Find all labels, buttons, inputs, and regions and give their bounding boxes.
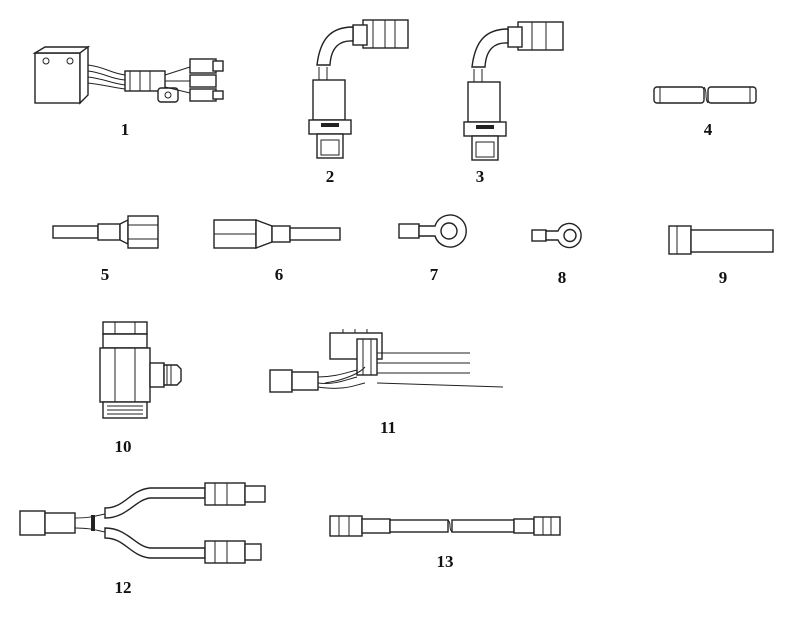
part-9-sleeve [668, 225, 774, 255]
part-2-socket-harness [308, 19, 409, 159]
part-11-relay-harness [269, 329, 504, 393]
part-6-label: 6 [274, 265, 284, 284]
part-7-label: 7 [429, 265, 439, 284]
part-12-label: 12 [114, 578, 132, 597]
part-4-label: 4 [703, 120, 713, 139]
part-6-insulated-connector [213, 218, 341, 250]
part-5-fitting [52, 215, 159, 249]
part-8-ring-terminal [531, 222, 582, 249]
part-4-tube-sleeve [653, 86, 757, 104]
part-2-label: 2 [325, 167, 335, 186]
part-11-label: 11 [379, 418, 397, 437]
part-1-control-module-harness [32, 45, 224, 105]
part-12-y-harness [19, 482, 266, 564]
part-1-label: 1 [120, 120, 130, 139]
part-7-ring-terminal [398, 214, 467, 248]
part-10-pressure-switch [99, 321, 182, 419]
part-8-label: 8 [557, 268, 567, 287]
part-10-label: 10 [114, 437, 132, 456]
part-13-extension-harness [329, 515, 561, 537]
part-13-label: 13 [436, 552, 454, 571]
part-3-socket-harness [463, 21, 564, 161]
part-9-label: 9 [718, 268, 728, 287]
part-5-label: 5 [100, 265, 110, 284]
part-3-label: 3 [475, 167, 485, 186]
